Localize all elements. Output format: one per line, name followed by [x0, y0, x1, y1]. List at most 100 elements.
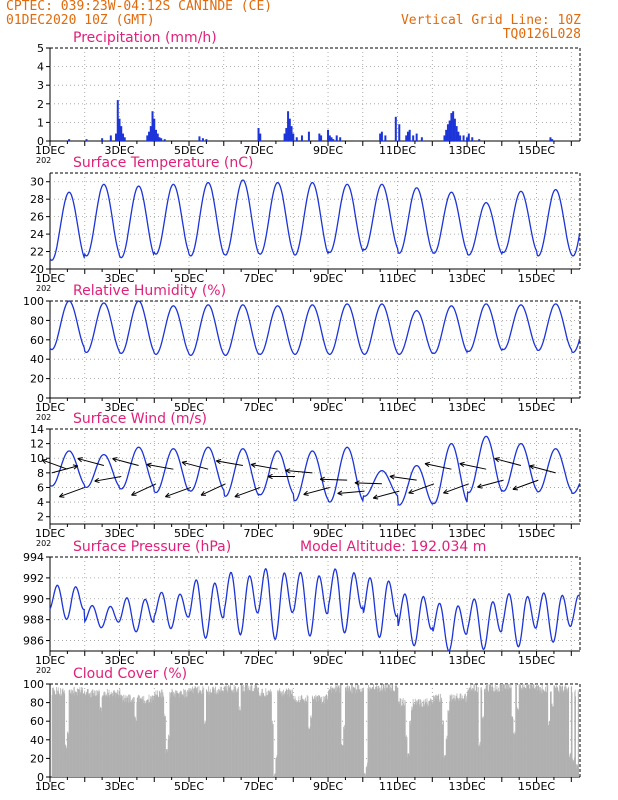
cloud-bar	[344, 725, 345, 777]
cloud-bar	[163, 697, 165, 777]
cloud-bar	[407, 757, 409, 777]
cloud-bar	[188, 692, 190, 777]
cloud-bar	[297, 702, 298, 777]
x-tick-label: 7DEC	[243, 144, 273, 157]
wind-arrow	[389, 474, 417, 481]
cloud-bar	[103, 692, 105, 777]
cloud-bar	[510, 689, 511, 777]
cloud-bar	[76, 692, 77, 777]
cloud-bar	[281, 692, 282, 777]
cloud-bar	[287, 689, 288, 777]
cloud-bar	[409, 721, 411, 777]
cloud-bar	[271, 721, 273, 777]
cloud-bar	[324, 695, 326, 777]
cloud-bar	[74, 695, 76, 777]
x-tick-label: 13DEC	[448, 144, 485, 157]
cloud-bar	[258, 695, 260, 777]
cloud-bar	[56, 694, 58, 777]
cloud-bar	[565, 689, 566, 777]
cloud-bar	[499, 691, 500, 777]
cloud-bar	[300, 696, 302, 777]
cloud-bar	[121, 695, 122, 777]
cloud-bar	[330, 686, 331, 777]
cloud-bar	[114, 692, 116, 777]
cloud-bar	[215, 693, 217, 777]
cloud-bar	[404, 699, 406, 777]
cloud-bar	[450, 695, 452, 777]
cloud-bar	[110, 694, 112, 777]
cloud-bar	[444, 757, 446, 777]
cloud-bar	[277, 689, 279, 777]
cloud-bar	[374, 686, 376, 777]
cloud-bar	[160, 692, 162, 777]
wind-arrow	[234, 486, 261, 498]
cloud-bar	[507, 688, 508, 777]
cloud-bar	[342, 745, 344, 777]
cloud-bar	[94, 690, 96, 777]
cloud-bar	[496, 688, 497, 777]
cloud-bar	[123, 698, 125, 777]
cloud-bar	[149, 702, 150, 777]
cloud-bar	[126, 695, 128, 777]
y-tick-label: 14	[30, 423, 44, 436]
cloud-bar	[576, 765, 578, 777]
cloud-bar	[401, 705, 403, 777]
cloud-bar	[175, 690, 176, 777]
cloud-bar	[563, 690, 564, 777]
cloud-bar	[450, 699, 451, 777]
cloud-bar	[135, 718, 136, 777]
cloud-bar	[69, 689, 70, 777]
cloud-bar	[261, 689, 263, 777]
cloud-bar	[357, 685, 358, 777]
cloud-bar	[111, 696, 113, 777]
precip-bar	[394, 116, 397, 141]
precip-bar	[453, 118, 456, 141]
cloud-bar	[142, 703, 144, 777]
cloud-bar	[513, 733, 515, 777]
cloud-bar	[230, 689, 232, 777]
cloud-bar	[324, 696, 325, 777]
precip-bar	[115, 133, 118, 141]
precip-bar	[121, 133, 124, 141]
cloud-bar	[205, 723, 207, 777]
cloud-bar	[132, 697, 134, 777]
precip-bar	[285, 127, 288, 141]
cloud-bar	[204, 720, 206, 777]
cloud-bar	[568, 757, 570, 777]
wind-arrow	[285, 468, 313, 474]
wind-arrow	[267, 473, 296, 480]
cloud-bar	[522, 684, 523, 777]
cloud-bar	[527, 685, 529, 777]
cloud-bar	[108, 689, 110, 777]
cloud-bar	[551, 703, 553, 777]
cloud-bar	[471, 689, 473, 777]
cloud-bar	[520, 684, 521, 777]
panel-subtitle: Model Altitude: 192.034 m	[300, 539, 486, 555]
cloud-bar	[268, 690, 270, 777]
cloud-bar	[437, 701, 438, 777]
cloud-bar	[52, 687, 53, 777]
cloud-bar	[497, 691, 499, 777]
precip-bar	[146, 135, 149, 141]
precip-bar	[257, 127, 260, 141]
precip-bar	[467, 133, 470, 141]
cloud-bar	[510, 687, 512, 777]
cloud-bar	[129, 694, 130, 777]
cloud-bar	[288, 689, 290, 777]
cloud-bar	[242, 686, 243, 777]
cloud-bar	[126, 701, 127, 777]
cloud-bar	[166, 751, 168, 777]
cloud-bar	[212, 689, 214, 777]
cloud-bar	[374, 689, 375, 777]
cloud-bar	[57, 687, 59, 777]
cloud-bar	[406, 737, 408, 777]
cloud-bar	[542, 689, 544, 777]
cloud-bar	[152, 700, 153, 777]
cloud-bar	[346, 691, 348, 777]
wind-arrow	[165, 486, 191, 498]
cloud-bar	[192, 686, 193, 777]
y-tick-label: 30	[30, 176, 44, 189]
cloud-bar	[77, 695, 79, 777]
cloud-bar	[297, 701, 299, 777]
cloud-bar	[84, 694, 86, 777]
